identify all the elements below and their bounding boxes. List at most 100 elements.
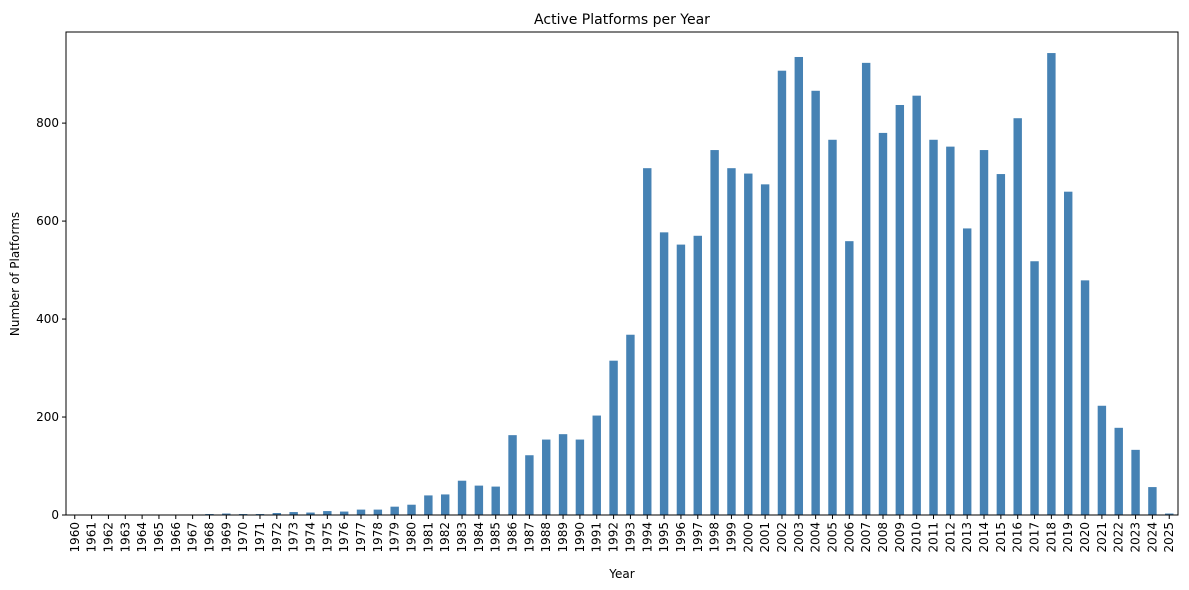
bar-1984 <box>474 485 484 515</box>
x-tick-label: 2015 <box>994 522 1008 553</box>
bar-1987 <box>525 455 534 515</box>
x-tick-label: 1980 <box>405 522 419 553</box>
bar-2008 <box>878 132 888 515</box>
x-tick-label: 1963 <box>118 522 132 553</box>
x-tick-label: 1975 <box>320 522 334 553</box>
bar-1993 <box>626 334 635 515</box>
bar-1992 <box>609 360 618 515</box>
x-tick-label: 2018 <box>1044 522 1058 553</box>
bar-2003 <box>794 56 804 515</box>
x-tick-label: 1965 <box>152 522 166 553</box>
x-tick-label: 1983 <box>455 522 469 553</box>
x-tick-label: 1991 <box>590 522 604 553</box>
bar-1977 <box>356 509 366 515</box>
x-tick-label: 2017 <box>1028 522 1042 553</box>
x-tick-label: 2021 <box>1095 522 1109 553</box>
x-tick-label: 1970 <box>236 522 250 553</box>
x-axis-ticks: 1960 1961 1962 1963 1964 1965 1966 1967 1968 1969… <box>68 515 1176 553</box>
x-tick-label: 1989 <box>556 522 570 553</box>
bar-2005 <box>828 139 837 515</box>
y-tick-label: 600 <box>36 214 59 228</box>
x-tick-label: 2025 <box>1162 522 1176 553</box>
x-tick-label: 2013 <box>960 522 974 553</box>
x-tick-label: 1994 <box>640 522 654 553</box>
bar-1979 <box>390 506 399 515</box>
bar-2015 <box>996 174 1006 515</box>
x-tick-label: 2020 <box>1078 522 1092 553</box>
x-tick-label: 1978 <box>371 522 385 553</box>
x-tick-label: 1962 <box>101 522 115 553</box>
y-tick-label: 200 <box>36 410 59 424</box>
bar-1975 <box>323 511 332 515</box>
x-tick-label: 2011 <box>927 522 941 553</box>
bar-1972 <box>272 513 282 515</box>
y-tick-label: 0 <box>51 508 59 522</box>
bar-1989 <box>558 434 568 515</box>
bar-1999 <box>727 168 736 515</box>
bar-1988 <box>542 439 551 515</box>
bar-1994 <box>643 168 652 515</box>
x-tick-label: 2012 <box>943 522 957 553</box>
x-tick-label: 1969 <box>219 522 233 553</box>
x-tick-label: 2009 <box>893 522 907 553</box>
bar-1995 <box>659 232 669 515</box>
x-tick-label: 1972 <box>270 522 284 553</box>
bar-1974 <box>306 512 315 515</box>
x-tick-label: 2022 <box>1112 522 1126 553</box>
bar-2012 <box>946 146 955 515</box>
x-axis-label: Year <box>608 567 634 581</box>
x-tick-label: 2006 <box>842 522 856 553</box>
x-tick-label: 1990 <box>573 522 587 553</box>
x-tick-label: 1977 <box>354 522 368 553</box>
bar-2024 <box>1148 487 1157 515</box>
x-tick-label: 1995 <box>657 522 671 553</box>
bar-2022 <box>1114 427 1123 515</box>
x-tick-label: 1997 <box>691 522 705 553</box>
bar-2002 <box>777 70 787 515</box>
x-tick-label: 2016 <box>1011 522 1025 553</box>
x-tick-label: 1988 <box>539 522 553 553</box>
x-tick-label: 1996 <box>674 522 688 553</box>
bar-1998 <box>710 150 719 515</box>
bar-2014 <box>979 150 989 515</box>
bar-1997 <box>693 235 702 515</box>
bar-1978 <box>373 509 383 515</box>
bars-group <box>70 53 1174 516</box>
bar-1983 <box>457 480 467 515</box>
bar-1981 <box>424 495 433 515</box>
x-tick-label: 2024 <box>1145 522 1159 553</box>
chart-title: Active Platforms per Year <box>534 12 710 28</box>
x-tick-label: 1964 <box>135 522 149 553</box>
x-tick-label: 1974 <box>303 522 317 553</box>
x-tick-label: 2008 <box>876 522 890 553</box>
y-axis-label: Number of Platforms <box>8 212 22 336</box>
y-tick-label: 800 <box>36 116 59 130</box>
x-tick-label: 2005 <box>825 522 839 553</box>
bar-1985 <box>491 486 500 515</box>
bar-1973 <box>289 512 298 515</box>
bar-2004 <box>811 90 820 515</box>
x-tick-label: 1967 <box>186 522 200 553</box>
bar-2021 <box>1097 405 1107 515</box>
bar-2000 <box>744 173 753 515</box>
bar-1976 <box>339 511 349 515</box>
x-tick-label: 2004 <box>809 522 823 553</box>
bar-2011 <box>929 139 938 515</box>
bar-1986 <box>508 435 517 515</box>
bar-2007 <box>861 62 871 516</box>
bar-2020 <box>1080 280 1090 515</box>
x-tick-label: 2023 <box>1129 522 1143 553</box>
x-tick-label: 1993 <box>623 522 637 553</box>
x-tick-label: 1992 <box>607 522 621 553</box>
bar-2006 <box>845 241 854 516</box>
bar-1990 <box>575 439 585 515</box>
bar-2009 <box>895 104 905 516</box>
x-tick-label: 1985 <box>489 522 503 553</box>
bar-2025 <box>1165 513 1174 515</box>
x-tick-label: 1960 <box>68 522 82 553</box>
bar-2018 <box>1047 53 1056 516</box>
bar-2001 <box>760 184 770 515</box>
y-tick-label: 400 <box>36 312 59 326</box>
x-tick-label: 1976 <box>337 522 351 553</box>
